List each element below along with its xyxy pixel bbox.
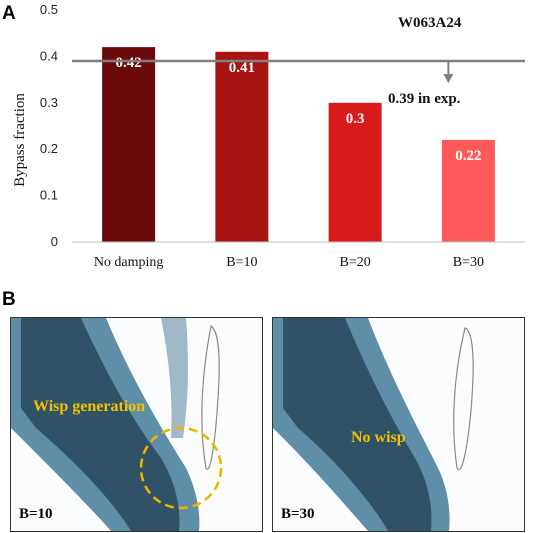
- bars-layer: 0.42 0.41 0.3 0.22: [72, 47, 525, 243]
- bar-value-label: 0.41: [229, 60, 255, 76]
- axis-layer: 0 0.1 0.2 0.3 0.4 0.5 No damping B=10 B=20 B=30: [40, 2, 525, 270]
- bar: [102, 47, 156, 243]
- simulation-image-b10: Wisp generation B=10: [10, 317, 263, 532]
- bar-value-label: 0.3: [346, 111, 365, 127]
- x-tick-label: B=20: [340, 255, 371, 270]
- wisp-generation-note: Wisp generation: [33, 398, 146, 415]
- bar-value-label: 0.22: [455, 148, 481, 164]
- bar: [441, 139, 495, 242]
- y-tick-label: 0: [51, 234, 58, 249]
- y-tick-label: 0.1: [40, 188, 58, 203]
- bar-value-label: 0.42: [116, 55, 142, 71]
- y-tick-label: 0.3: [40, 95, 58, 110]
- x-tick-label: B=30: [453, 255, 484, 270]
- y-tick-label: 0.5: [40, 2, 58, 17]
- bypass-fraction-bar-chart: 0.42 0.41 0.3 0.22 0 0.1 0.2 0.3 0.4 0.5 No dampi…: [12, 2, 525, 270]
- flow-render-b10: [11, 318, 223, 531]
- wisp-highlight-circle: [139, 426, 223, 510]
- y-tick-label: 0.2: [40, 141, 58, 156]
- simulation-image-b30: No wisp B=30: [272, 317, 525, 532]
- flow-render-b30: [273, 318, 474, 531]
- x-tick-label: B=10: [226, 255, 257, 270]
- bar: [328, 102, 382, 242]
- image-label-b10: B=10: [19, 506, 53, 522]
- reference-label: 0.39 in exp.: [388, 91, 461, 107]
- chart-annotation: W063A24: [398, 15, 462, 31]
- y-axis-label: Bypass fraction: [12, 93, 28, 187]
- reference-arrow-head: [443, 74, 454, 84]
- no-wisp-note: No wisp: [351, 429, 406, 446]
- y-tick-label: 0.4: [40, 48, 58, 63]
- panel-b-letter: B: [2, 289, 16, 310]
- bar: [215, 51, 269, 243]
- x-tick-label: No damping: [94, 255, 164, 270]
- image-label-b30: B=30: [281, 506, 315, 522]
- panel-a-letter: A: [2, 3, 16, 24]
